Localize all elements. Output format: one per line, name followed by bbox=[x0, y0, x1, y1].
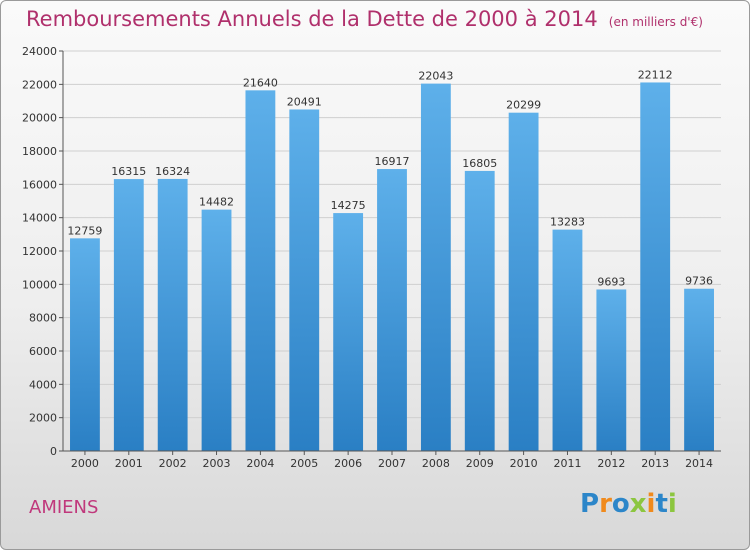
y-tick-label: 18000 bbox=[22, 145, 57, 158]
y-tick-label: 12000 bbox=[22, 245, 57, 258]
bar bbox=[508, 112, 539, 451]
bar-value-label: 12759 bbox=[67, 224, 102, 237]
bar-value-label: 16315 bbox=[111, 165, 146, 178]
bar bbox=[552, 229, 583, 451]
bar-value-label: 9693 bbox=[597, 275, 625, 288]
bar-value-label: 9736 bbox=[685, 275, 713, 288]
bar bbox=[113, 179, 144, 452]
x-tick-label: 2008 bbox=[422, 457, 450, 470]
bar bbox=[377, 169, 407, 452]
logo-letter: P bbox=[580, 489, 600, 519]
bar-value-label: 22043 bbox=[418, 70, 453, 83]
bar bbox=[464, 170, 495, 451]
bar-value-label: 13283 bbox=[550, 216, 585, 229]
bar-value-label: 20491 bbox=[287, 95, 322, 108]
bar-value-label: 22112 bbox=[638, 68, 673, 81]
bar-value-label: 20299 bbox=[506, 99, 541, 112]
bar-value-label: 21640 bbox=[243, 76, 278, 89]
x-tick-label: 2012 bbox=[597, 457, 625, 470]
y-tick-label: 4000 bbox=[29, 378, 57, 391]
chart-subtitle: (en milliers d'€) bbox=[608, 15, 703, 29]
bar bbox=[333, 213, 364, 451]
bar-value-label: 16324 bbox=[155, 165, 190, 178]
x-tick-label: 2005 bbox=[290, 457, 318, 470]
bar bbox=[289, 109, 320, 451]
bar bbox=[70, 238, 100, 451]
chart-title: Remboursements Annuels de la Dette de 20… bbox=[26, 7, 598, 31]
x-tick-label: 2002 bbox=[159, 457, 187, 470]
bar bbox=[157, 178, 188, 451]
y-tick-label: 24000 bbox=[22, 45, 57, 58]
y-tick-label: 2000 bbox=[29, 412, 57, 425]
x-tick-label: 2006 bbox=[334, 457, 362, 470]
y-tick-label: 22000 bbox=[22, 78, 57, 91]
bar bbox=[245, 90, 276, 451]
y-tick-label: 20000 bbox=[22, 112, 57, 125]
y-tick-label: 8000 bbox=[29, 312, 57, 325]
logo-letter: i bbox=[646, 489, 656, 519]
labels-layer: 12759 16315 16324 14482 21640 20491 14275 16917… bbox=[67, 68, 713, 288]
x-tick-label: 2014 bbox=[685, 457, 713, 470]
bar-value-label: 16917 bbox=[375, 155, 410, 168]
proxiti-logo[interactable]: Proxiti bbox=[580, 489, 677, 519]
x-tick-label: 2001 bbox=[115, 457, 143, 470]
x-tick-label: 2000 bbox=[71, 457, 99, 470]
y-tick-label: 14000 bbox=[22, 212, 57, 225]
bar bbox=[640, 82, 671, 451]
bars-layer bbox=[70, 82, 714, 452]
axis-layer: 0 2000 4000 6000 8000 10000 12000 14000 16000 180… bbox=[22, 45, 721, 470]
bar-value-label: 14275 bbox=[331, 199, 366, 212]
x-tick-label: 2010 bbox=[510, 457, 538, 470]
logo-letter: x bbox=[629, 489, 647, 519]
bar bbox=[420, 83, 451, 451]
location-label: AMIENS bbox=[29, 497, 99, 518]
bar-value-label: 14482 bbox=[199, 196, 234, 209]
logo-letter: o bbox=[611, 489, 630, 519]
logo-letter: i bbox=[667, 489, 677, 519]
x-tick-label: 2004 bbox=[246, 457, 274, 470]
x-tick-label: 2003 bbox=[203, 457, 231, 470]
bar bbox=[684, 288, 714, 451]
bar-value-label: 16805 bbox=[462, 157, 497, 170]
y-tick-label: 16000 bbox=[22, 178, 57, 191]
x-tick-label: 2013 bbox=[641, 457, 669, 470]
x-tick-label: 2009 bbox=[466, 457, 494, 470]
bar bbox=[201, 209, 232, 451]
logo-letter: r bbox=[599, 489, 612, 519]
bar bbox=[596, 289, 627, 451]
x-tick-label: 2011 bbox=[553, 457, 581, 470]
chart-title-block: Remboursements Annuels de la Dette de 20… bbox=[26, 7, 703, 31]
x-tick-label: 2007 bbox=[378, 457, 406, 470]
y-tick-label: 0 bbox=[50, 445, 57, 458]
logo-letter: t bbox=[655, 489, 668, 519]
y-tick-label: 6000 bbox=[29, 345, 57, 358]
y-tick-label: 10000 bbox=[22, 278, 57, 291]
